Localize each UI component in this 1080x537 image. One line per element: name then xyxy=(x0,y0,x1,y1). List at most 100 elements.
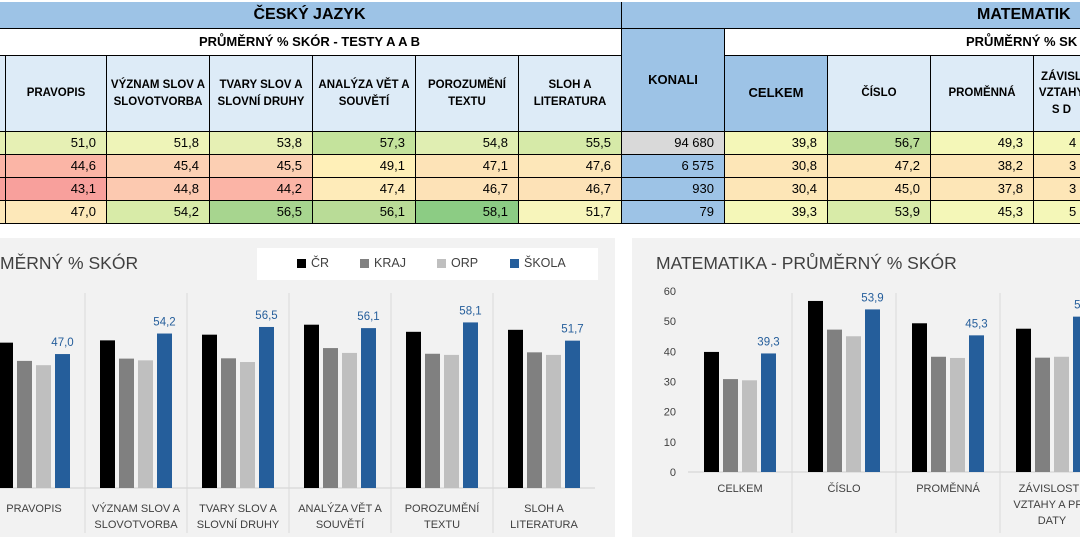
math-col-header-3[interactable]: ZÁVISL VZTAHY S D xyxy=(1034,56,1080,132)
bar-kraj-1 xyxy=(119,358,134,488)
czech-score-cell[interactable]: 51,8 xyxy=(107,132,210,155)
category-label: ČÍSLO xyxy=(827,482,860,495)
math-score-cell[interactable]: 30,4 xyxy=(725,178,828,201)
math-score-cell[interactable]: 45,3 xyxy=(931,201,1034,224)
czech-score-cell[interactable]: 51,7 xyxy=(519,201,622,224)
y-tick-label: 30 xyxy=(664,377,676,389)
bar-kraj-4 xyxy=(425,353,440,488)
bar-čr-2 xyxy=(912,323,927,472)
bar-čr-3 xyxy=(1016,328,1031,472)
math-score-cell[interactable]: 38,2 xyxy=(931,155,1034,178)
math-section-header[interactable]: MATEMATIK xyxy=(622,2,1080,29)
math-score-cell[interactable]: 4 xyxy=(1034,132,1080,155)
math-col-header-1[interactable]: ČÍSLO xyxy=(828,56,931,132)
category-label: PROMĚNNÁ xyxy=(916,482,980,495)
czech-score-cell[interactable]: 47,0 xyxy=(6,201,107,224)
bar-čr-5 xyxy=(508,329,523,488)
math-score-cell[interactable]: 30,8 xyxy=(725,155,828,178)
data-label-skola: 53,9 xyxy=(861,292,883,304)
czech-score-cell[interactable]: 54,8 xyxy=(416,132,519,155)
math-score-cell[interactable]: 3 xyxy=(1034,178,1080,201)
legend-label: ČR xyxy=(311,256,330,270)
konali-count-cell[interactable]: 94 680 xyxy=(622,132,725,155)
czech-score-cell[interactable]: 47,1 xyxy=(416,155,519,178)
data-label-skola: 47,0 xyxy=(51,337,73,349)
bar-škola-0 xyxy=(55,354,70,488)
math-score-cell[interactable]: 5 xyxy=(1034,201,1080,224)
category-label: ANALÝZA VĚT A xyxy=(298,502,382,515)
czech-col-header-0[interactable]: PRAVOPIS xyxy=(6,56,107,132)
data-label-skola: 54,2 xyxy=(153,317,175,329)
math-score-cell[interactable]: 39,8 xyxy=(725,132,828,155)
czech-col-header-4[interactable]: POROZUMĚNÍ TEXTU xyxy=(416,56,519,132)
math-score-cell[interactable]: 3 xyxy=(1034,155,1080,178)
math-chart-title: MATEMATIKA - PRŮMĚRNÝ % SKÓR xyxy=(656,253,957,273)
czech-score-cell[interactable]: 45,4 xyxy=(107,155,210,178)
category-label: SOUVĚTÍ xyxy=(316,518,365,531)
czech-score-cell[interactable]: 55,5 xyxy=(519,132,622,155)
bar-škola-2 xyxy=(969,335,984,472)
konali-count-cell[interactable]: 79 xyxy=(622,201,725,224)
konali-header[interactable]: KONALI xyxy=(622,29,725,132)
czech-score-cell[interactable]: 56,1 xyxy=(313,201,416,224)
czech-score-cell[interactable]: 45,5 xyxy=(210,155,313,178)
math-score-cell[interactable]: 45,0 xyxy=(828,178,931,201)
math-col-header-0[interactable]: CELKEM xyxy=(725,56,828,132)
legend-label: ORP xyxy=(451,256,479,270)
czech-score-cell[interactable]: 53,8 xyxy=(210,132,313,155)
bar-škola-3 xyxy=(361,328,376,488)
category-label: TVARY SLOV A xyxy=(199,503,277,515)
category-label: VZTAHY A PRÁ xyxy=(1013,498,1080,511)
czech-col-header-2[interactable]: TVARY SLOV A SLOVNÍ DRUHY xyxy=(210,56,313,132)
czech-section-header[interactable]: ČESKÝ JAZYK xyxy=(0,2,622,29)
bar-orp-2 xyxy=(950,357,965,472)
math-score-cell[interactable]: 56,7 xyxy=(828,132,931,155)
czech-score-cell[interactable]: 43,1 xyxy=(6,178,107,201)
konali-count-cell[interactable]: 930 xyxy=(622,178,725,201)
czech-score-cell[interactable]: 49,1 xyxy=(313,155,416,178)
czech-chart-title: MĚRNÝ % SKÓR xyxy=(0,253,139,273)
bar-škola-4 xyxy=(463,322,478,488)
math-subtitle[interactable]: PRŮMĚRNÝ % SK xyxy=(725,29,1080,56)
bar-orp-0 xyxy=(742,380,757,472)
czech-score-cell[interactable]: 47,6 xyxy=(519,155,622,178)
czech-score-cell[interactable]: 51,0 xyxy=(6,132,107,155)
data-label-skola: 58,1 xyxy=(459,305,481,317)
math-score-cell[interactable]: 47,2 xyxy=(828,155,931,178)
czech-col-header-3[interactable]: ANALÝZA VĚT A SOUVĚTÍ xyxy=(313,56,416,132)
data-label-skola: 56,1 xyxy=(357,311,379,323)
czech-score-cell[interactable]: 57,3 xyxy=(313,132,416,155)
czech-col-header-5[interactable]: SLOH A LITERATURA xyxy=(519,56,622,132)
data-label-skola: 51,7 xyxy=(561,324,583,336)
czech-chart-panel[interactable]: MĚRNÝ % SKÓR ČR KRAJ ORP ŠKOLA 47,0 PRAVOPIS… xyxy=(0,238,615,537)
data-label-skola: 51 xyxy=(1074,300,1080,312)
czech-score-cell[interactable]: 44,6 xyxy=(6,155,107,178)
math-score-cell[interactable]: 37,8 xyxy=(931,178,1034,201)
czech-score-cell[interactable]: 44,2 xyxy=(210,178,313,201)
czech-score-cell[interactable]: 46,7 xyxy=(416,178,519,201)
math-chart-panel[interactable]: MATEMATIKA - PRŮMĚRNÝ % SKÓR 0 10 20 30 40 50… xyxy=(632,238,1080,537)
bar-kraj-2 xyxy=(221,358,236,488)
legend-swatch-čr xyxy=(297,259,306,268)
czech-score-cell[interactable]: 47,4 xyxy=(313,178,416,201)
y-tick-label: 20 xyxy=(664,407,676,419)
czech-score-cell[interactable]: 44,8 xyxy=(107,178,210,201)
bar-kraj-2 xyxy=(931,356,946,472)
math-score-cell[interactable]: 53,9 xyxy=(828,201,931,224)
czech-subtitle[interactable]: PRŮMĚRNÝ % SKÓR - TESTY A A B xyxy=(0,29,622,56)
math-col-header-2[interactable]: PROMĚNNÁ xyxy=(931,56,1034,132)
czech-score-cell[interactable]: 56,5 xyxy=(210,201,313,224)
math-score-cell[interactable]: 49,3 xyxy=(931,132,1034,155)
czech-col-header-1[interactable]: VÝZNAM SLOV A SLOVOTVORBA xyxy=(107,56,210,132)
czech-score-cell[interactable]: 54,2 xyxy=(107,201,210,224)
bar-kraj-3 xyxy=(1035,357,1050,472)
legend-swatch-škola xyxy=(510,259,519,268)
czech-score-cell[interactable]: 46,7 xyxy=(519,178,622,201)
bar-čr-2 xyxy=(202,334,217,488)
konali-count-cell[interactable]: 6 575 xyxy=(622,155,725,178)
bar-kraj-1 xyxy=(827,329,842,472)
bar-kraj-3 xyxy=(323,348,338,488)
math-score-cell[interactable]: 39,3 xyxy=(725,201,828,224)
bar-škola-0 xyxy=(761,353,776,472)
czech-score-cell[interactable]: 58,1 xyxy=(416,201,519,224)
